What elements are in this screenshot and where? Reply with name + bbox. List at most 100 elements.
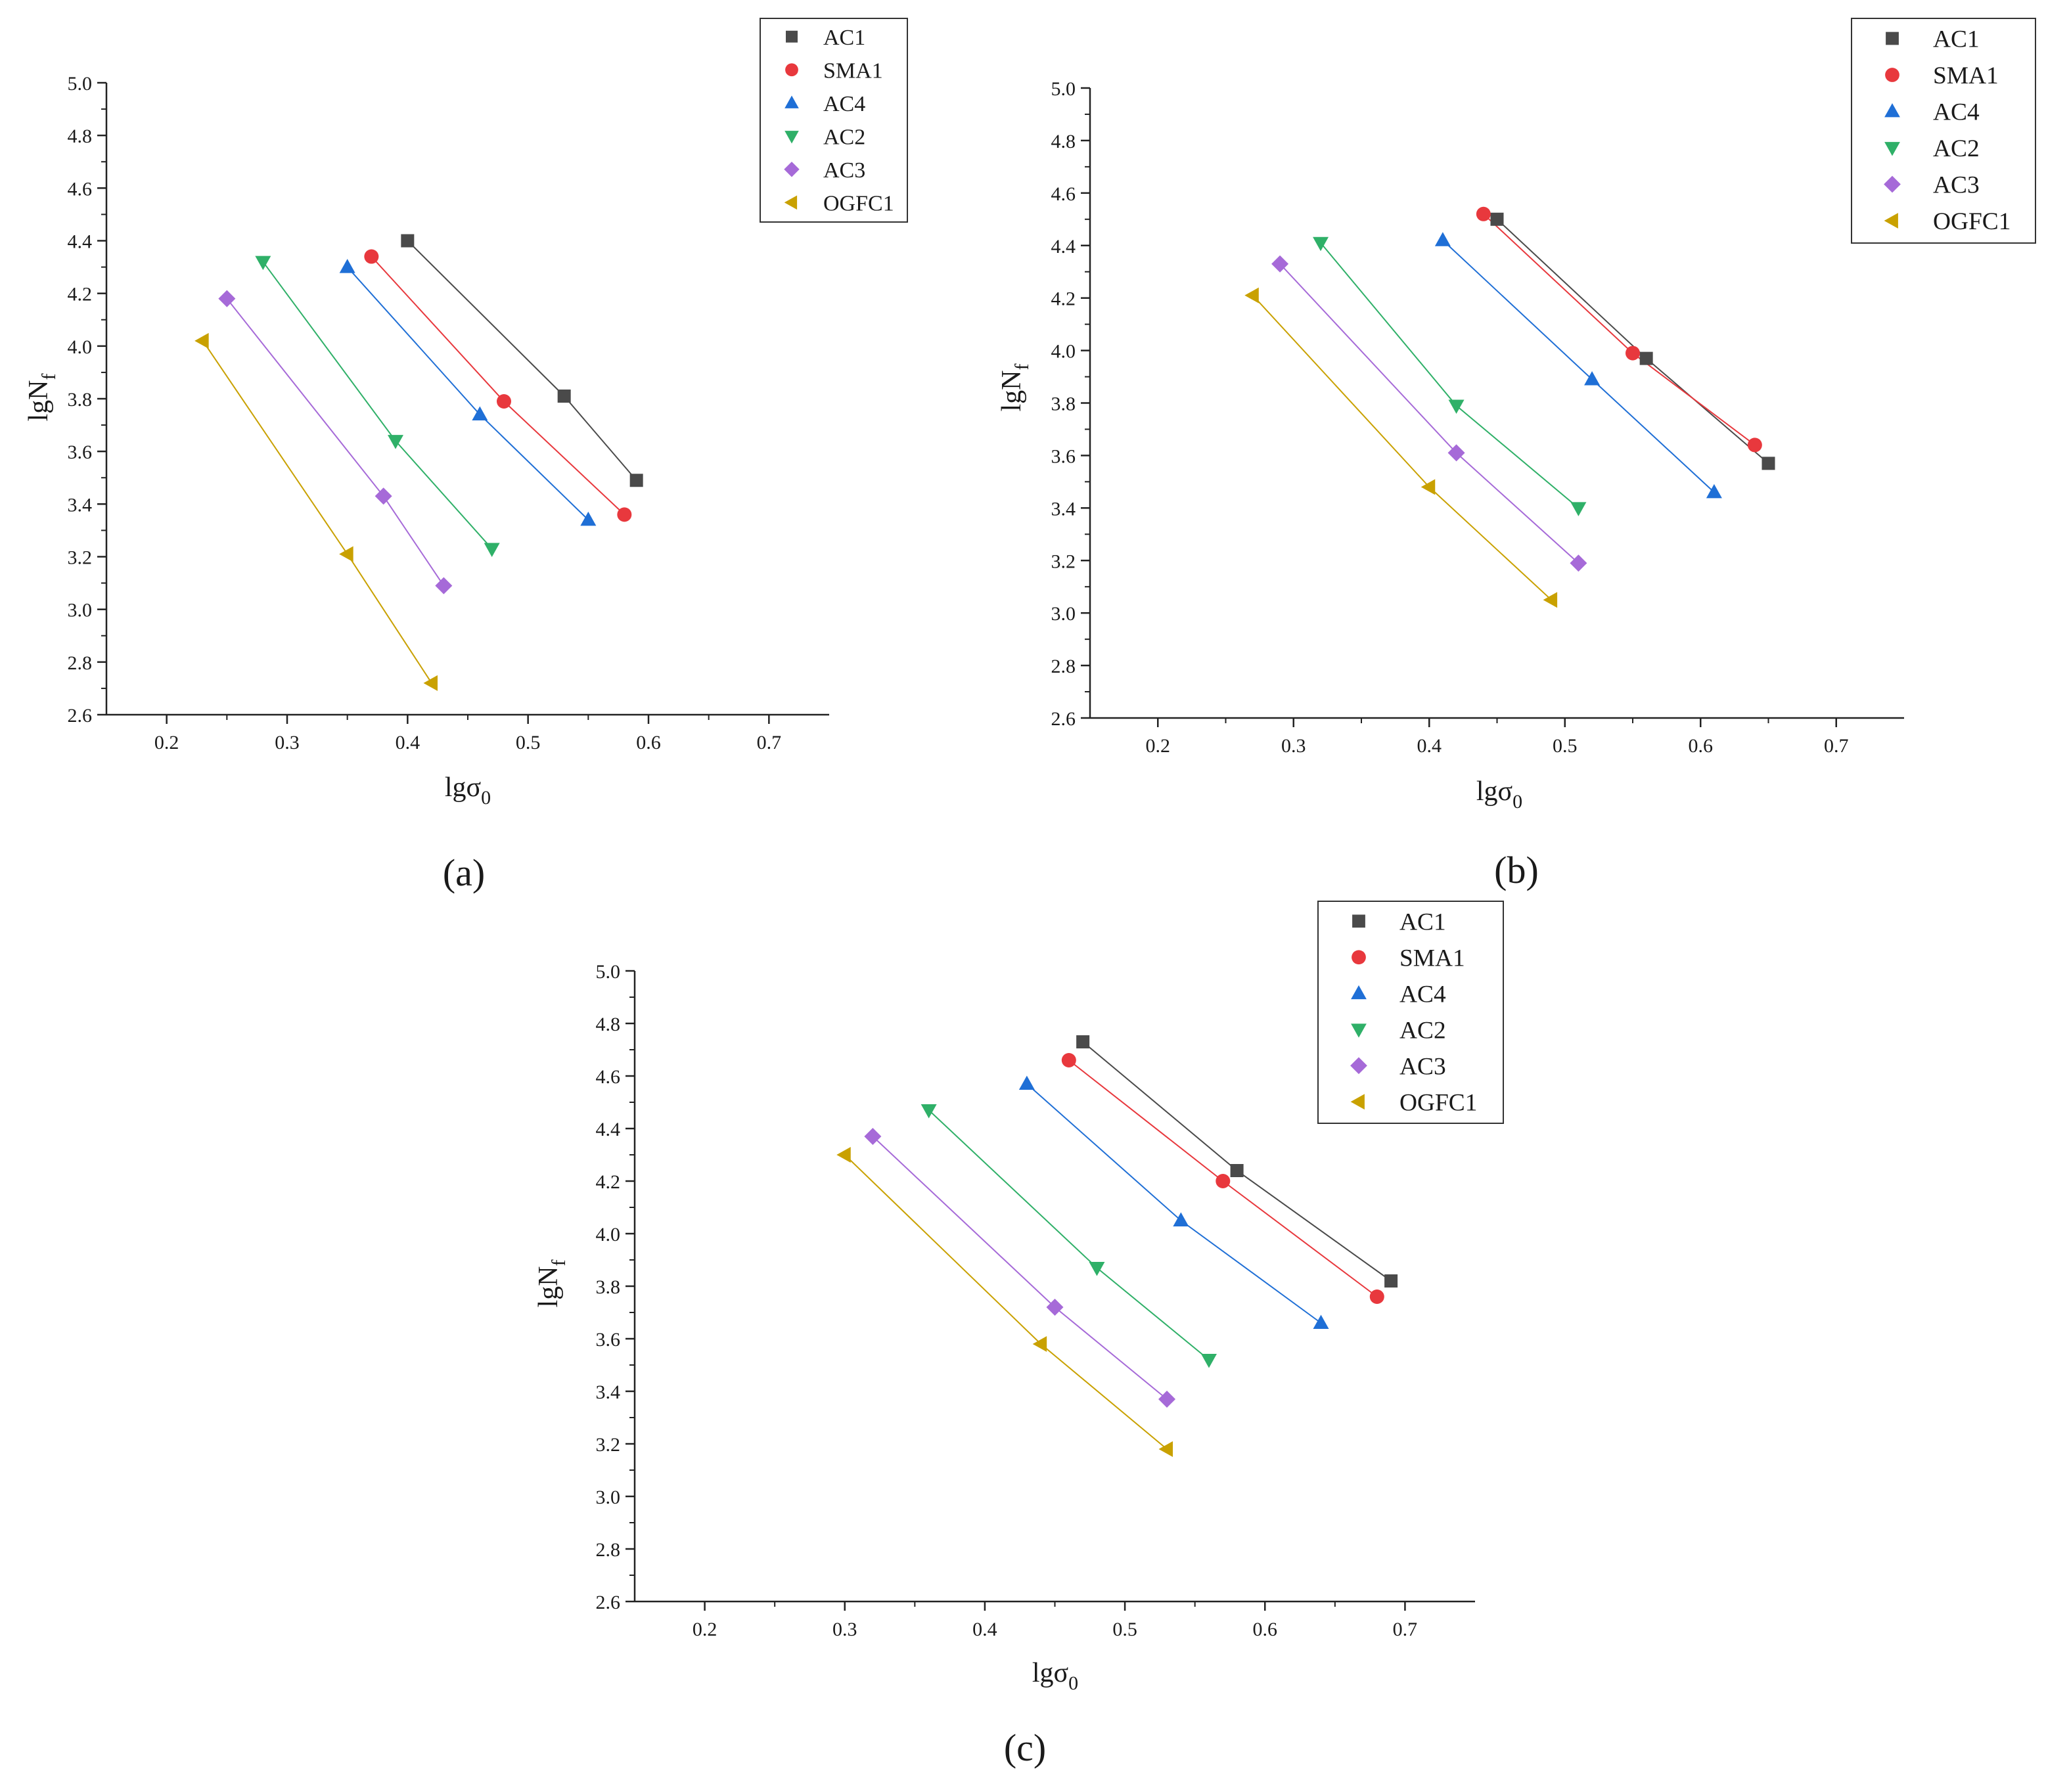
data-point-ac2: [1200, 1354, 1217, 1368]
chart-panel-c: 0.2 0.3 0.4 0.5 0.6 0.7 2.6 2.8 3.0 3.2 3.4 3.6 3.8 4…: [534, 901, 1504, 1769]
panel-label: (a): [443, 851, 485, 894]
data-point-ogfc1: [1421, 479, 1436, 495]
panel-label: (c): [1004, 1726, 1046, 1769]
data-point-sma1: [1476, 206, 1491, 221]
legend-marker-ac1: [1886, 32, 1899, 45]
legend-box: [1851, 18, 2036, 244]
panel-label: (b): [1494, 849, 1539, 891]
series-line-ac4: [1442, 240, 1715, 493]
x-tick-label: 0.3: [832, 1619, 857, 1640]
x-tick-label: 0.2: [1146, 735, 1171, 757]
legend-label-ac1: AC1: [1933, 26, 1980, 53]
y-axis-title: lgNf: [24, 374, 60, 422]
x-tick-label: 0.5: [1553, 735, 1578, 757]
legend-marker-ac4: [1351, 985, 1367, 1000]
data-point-ac4: [1584, 371, 1601, 386]
chart-panel-b: 0.2 0.3 0.4 0.5 0.6 0.7 2.6 2.8 3.0 3.2 3.4 3.6 3.8 4…: [997, 18, 2036, 891]
data-point-ac2: [921, 1104, 937, 1119]
legend-label-sma1: SMA1: [1933, 62, 1999, 89]
legend-marker-ac2: [1351, 1023, 1367, 1038]
data-point-sma1: [497, 394, 511, 409]
data-point-ac1: [629, 474, 643, 487]
y-tick-label: 5.0: [596, 961, 621, 983]
data-point-ac1: [1384, 1274, 1398, 1288]
y-tick-label: 2.6: [1051, 708, 1076, 730]
data-point-ogfc1: [339, 546, 353, 562]
legend-label-ac3: AC3: [823, 158, 865, 183]
legend-marker-ac1: [1352, 914, 1365, 928]
series-line-ac2: [1320, 242, 1580, 509]
y-tick-label: 3.6: [1051, 445, 1076, 467]
series-line-ac2: [928, 1109, 1210, 1360]
y-axis-title-main: lgN: [997, 370, 1027, 412]
y-tick-label: 4.2: [596, 1171, 621, 1193]
y-tick-label: 5.0: [1051, 78, 1076, 100]
data-point-ac4: [1706, 483, 1722, 499]
y-tick-label: 4.6: [1051, 183, 1076, 205]
legend-label-sma1: SMA1: [823, 58, 883, 83]
y-tick-label: 4.8: [1051, 131, 1076, 152]
data-point-ac1: [1490, 212, 1504, 226]
x-tick-label: 0.4: [972, 1619, 997, 1640]
data-point-ac4: [580, 511, 597, 526]
legend-marker-ac4: [784, 95, 799, 108]
y-tick-label: 4.6: [68, 178, 93, 200]
data-point-ac2: [388, 435, 403, 449]
x-tick-label: 0.5: [1112, 1619, 1137, 1640]
data-point-ac2: [484, 543, 500, 557]
data-point-ac1: [1076, 1035, 1090, 1048]
x-axis-title-subscript: 0: [1512, 791, 1522, 813]
series-line-ogfc1: [844, 1154, 1168, 1450]
data-point-ac3: [1570, 554, 1587, 572]
data-point-ac1: [401, 234, 415, 248]
y-tick-label: 5.0: [68, 73, 93, 95]
legend-marker-ogfc1: [784, 195, 798, 210]
legend-label-ac4: AC4: [823, 92, 865, 116]
y-tick-label: 4.4: [1051, 236, 1076, 258]
data-point-ogfc1: [194, 332, 209, 349]
legend-marker-ogfc1: [1350, 1094, 1365, 1110]
x-tick-label: 0.6: [1253, 1619, 1278, 1640]
legend-box: [760, 18, 908, 223]
series-line-ac3: [872, 1136, 1168, 1400]
y-tick-label: 4.6: [596, 1066, 621, 1088]
data-point-ac3: [218, 290, 236, 307]
x-axis-title-subscript: 0: [1068, 1672, 1078, 1694]
legend-marker-ac4: [1884, 103, 1900, 118]
y-tick-label: 3.8: [1051, 393, 1076, 415]
y-tick-label: 3.2: [68, 547, 93, 569]
data-point-ac4: [339, 259, 355, 273]
y-tick-label: 2.6: [68, 705, 93, 727]
legend-label-ac2: AC2: [823, 125, 865, 149]
data-point-ac1: [1639, 351, 1653, 365]
data-point-sma1: [364, 249, 379, 264]
data-point-ogfc1: [1158, 1441, 1173, 1457]
y-tick-label: 3.8: [68, 389, 93, 411]
y-tick-label: 4.4: [68, 231, 93, 253]
legend-label-ac1: AC1: [1399, 908, 1446, 935]
y-tick-label: 4.0: [68, 336, 93, 358]
legend-marker-sma1: [1885, 68, 1899, 82]
series-line-sma1: [371, 256, 625, 516]
legend-marker-ac1: [786, 30, 798, 43]
legend-marker-ac2: [784, 131, 799, 144]
x-axis-title-main: lgσ: [1476, 776, 1512, 807]
legend-label-ogfc1: OGFC1: [1933, 208, 2011, 235]
y-axis-title-subscript: f: [38, 374, 60, 380]
data-point-ac4: [1173, 1212, 1189, 1226]
series-line-ogfc1: [202, 340, 432, 684]
data-point-ogfc1: [1032, 1336, 1047, 1352]
data-point-sma1: [1061, 1053, 1076, 1067]
data-point-ac3: [864, 1128, 882, 1145]
data-point-ac4: [1018, 1075, 1035, 1090]
data-point-ac1: [557, 389, 571, 403]
series-line-sma1: [1483, 213, 1756, 446]
data-point-ac2: [255, 256, 271, 271]
data-point-ac2: [1448, 399, 1465, 414]
data-point-ac3: [1046, 1299, 1064, 1316]
y-tick-label: 4.0: [596, 1224, 621, 1245]
y-tick-label: 3.4: [596, 1381, 621, 1403]
data-point-sma1: [1747, 437, 1762, 453]
data-point-ac4: [1313, 1314, 1329, 1329]
